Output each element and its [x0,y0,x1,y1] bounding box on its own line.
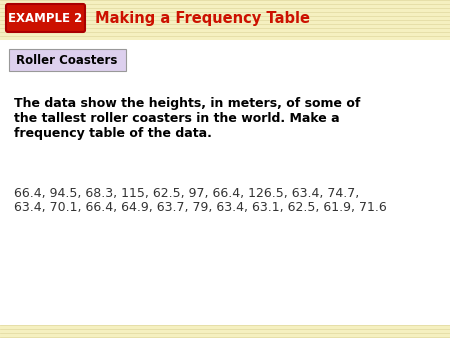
FancyBboxPatch shape [6,4,85,32]
FancyBboxPatch shape [9,49,126,71]
Text: 66.4, 94.5, 68.3, 115, 62.5, 97, 66.4, 126.5, 63.4, 74.7,: 66.4, 94.5, 68.3, 115, 62.5, 97, 66.4, 1… [14,187,359,199]
Text: Roller Coasters: Roller Coasters [16,53,117,67]
Text: Making a Frequency Table: Making a Frequency Table [95,11,310,26]
Bar [0,0,450,40]
Text: EXAMPLE 2: EXAMPLE 2 [9,11,83,24]
Text: the tallest roller coasters in the world. Make a: the tallest roller coasters in the world… [14,112,340,124]
Text: 63.4, 70.1, 66.4, 64.9, 63.7, 79, 63.4, 63.1, 62.5, 61.9, 71.6: 63.4, 70.1, 66.4, 64.9, 63.7, 79, 63.4, … [14,201,387,215]
Text: frequency table of the data.: frequency table of the data. [14,126,212,140]
Bar [0,325,450,338]
Text: The data show the heights, in meters, of some of: The data show the heights, in meters, of… [14,97,360,110]
